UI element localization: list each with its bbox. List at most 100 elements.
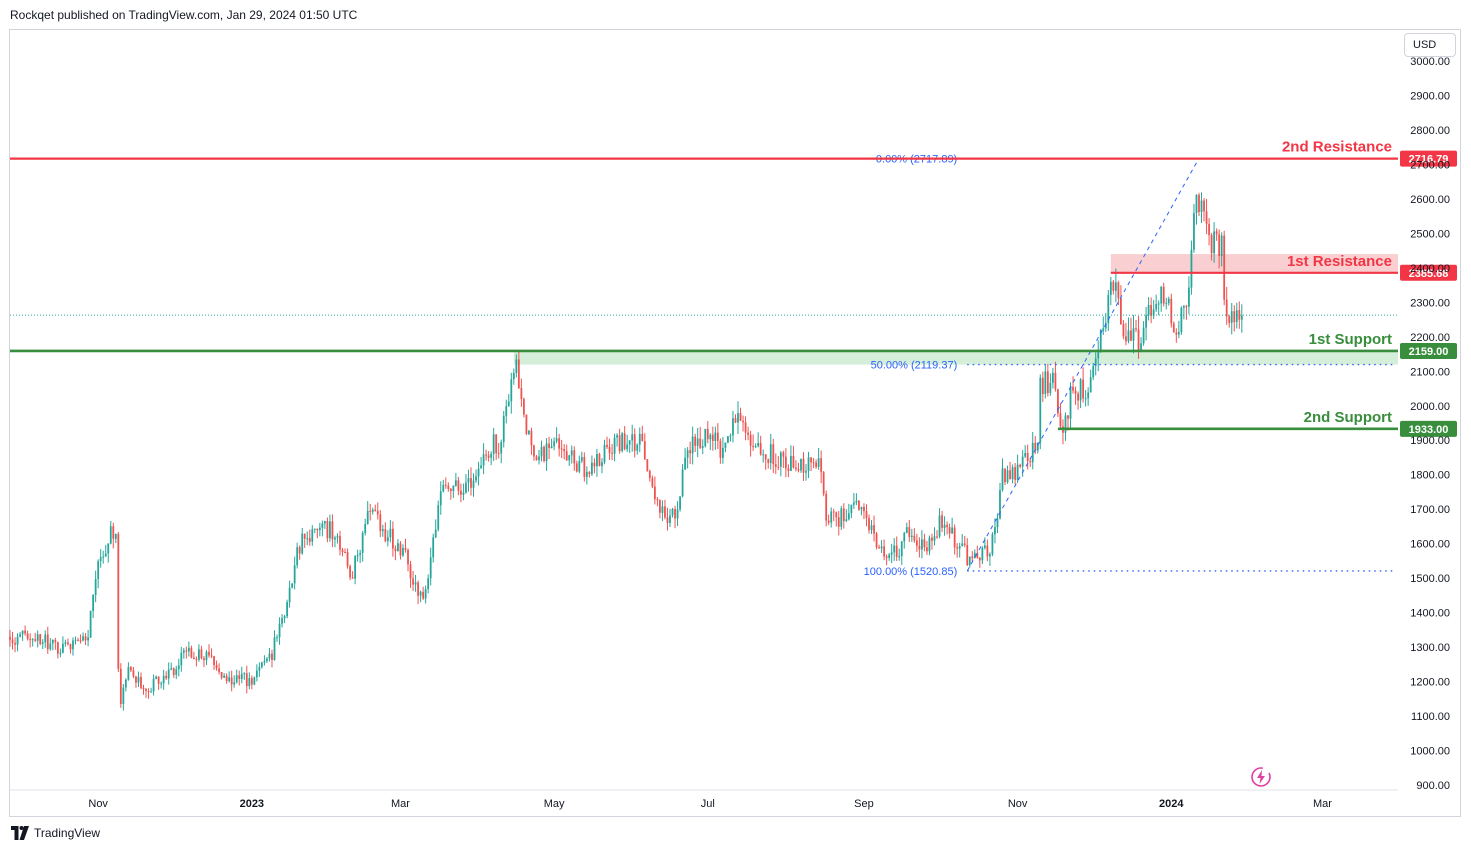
candle-body: [631, 434, 634, 441]
candle: [734, 414, 737, 424]
candle-body: [253, 677, 256, 685]
currency-selector[interactable]: USD: [1404, 33, 1456, 57]
y-tick-label: 2300.00: [1410, 297, 1450, 309]
candle: [893, 538, 896, 561]
candle: [9, 629, 11, 647]
candle: [238, 670, 241, 686]
candle-body: [560, 448, 563, 450]
candle: [1238, 301, 1241, 329]
candle-body: [807, 457, 810, 471]
candle-body: [538, 456, 540, 461]
candle-body: [44, 634, 47, 643]
candle: [321, 520, 324, 537]
candle-body: [266, 658, 268, 662]
candle: [863, 503, 865, 520]
candle: [1220, 232, 1223, 267]
candle: [807, 451, 810, 479]
candle: [968, 556, 971, 568]
candle-body: [585, 471, 588, 477]
candle-body: [517, 359, 520, 389]
candle-body: [623, 433, 626, 450]
price-tag-label: 1933.00: [1409, 424, 1449, 436]
candle: [873, 515, 875, 542]
y-tick-label: 1600.00: [1410, 539, 1450, 551]
candle: [485, 449, 488, 461]
candle-body: [273, 637, 276, 660]
candle-body: [616, 435, 618, 438]
candle-body: [1142, 327, 1145, 344]
candle-body: [407, 549, 409, 565]
candle: [1114, 268, 1117, 303]
candle: [535, 455, 538, 461]
candle: [850, 504, 853, 519]
candle-body: [449, 488, 452, 492]
candle-body: [535, 456, 538, 461]
candle-body: [351, 577, 354, 579]
candle-body: [89, 611, 92, 638]
candle: [1084, 390, 1087, 407]
candle-body: [243, 673, 246, 675]
candle-body: [1074, 390, 1077, 394]
candle-body: [404, 548, 407, 550]
candle: [97, 559, 100, 589]
candle-body: [850, 504, 853, 514]
brand[interactable]: TradingView: [10, 826, 100, 840]
candle: [681, 464, 684, 498]
candle-body: [608, 446, 611, 453]
candle-body: [399, 543, 402, 556]
candle-body: [412, 578, 414, 585]
candle: [618, 428, 621, 454]
candle: [472, 473, 475, 497]
candle-body: [150, 691, 152, 693]
candle-body: [1039, 377, 1042, 443]
candle-body: [1092, 366, 1095, 378]
candle: [933, 527, 936, 546]
candle: [1079, 377, 1082, 408]
candle: [825, 490, 828, 527]
candle: [659, 499, 661, 519]
candle-body: [744, 422, 747, 433]
candle: [389, 520, 392, 543]
candle: [1087, 387, 1090, 406]
candle-body: [104, 553, 107, 557]
candle-body: [754, 446, 757, 448]
candle-body: [132, 670, 135, 677]
candle: [444, 477, 447, 489]
candle-body: [651, 478, 654, 487]
candle: [643, 433, 646, 460]
candle-body: [381, 529, 384, 532]
candle-body: [1019, 464, 1022, 467]
candle: [538, 449, 540, 465]
candle: [966, 538, 969, 567]
candle-body: [583, 456, 586, 477]
candle-body: [696, 438, 699, 446]
candle-body: [729, 435, 732, 437]
candle: [820, 450, 823, 484]
candle: [623, 425, 626, 451]
candle-body: [996, 518, 999, 528]
candle: [434, 519, 437, 539]
price-tag: [1400, 150, 1457, 167]
candle-body: [895, 545, 898, 557]
candle-body: [1203, 200, 1205, 212]
candle: [507, 394, 510, 407]
candle: [676, 501, 679, 526]
candle: [157, 676, 160, 690]
candle-body: [29, 638, 32, 641]
candle: [631, 424, 634, 452]
candle: [119, 663, 122, 708]
candle-body: [198, 649, 200, 660]
candle: [858, 500, 860, 512]
candle: [213, 655, 215, 670]
candle: [910, 528, 913, 542]
candle: [293, 556, 296, 590]
candle-body: [520, 388, 523, 399]
candle-body: [112, 526, 115, 539]
candle-body: [1170, 298, 1173, 324]
candle: [749, 430, 752, 457]
lightning-icon[interactable]: [1250, 766, 1272, 788]
candle-body: [855, 500, 858, 503]
candle-body: [94, 579, 97, 596]
candle-body: [180, 652, 183, 666]
